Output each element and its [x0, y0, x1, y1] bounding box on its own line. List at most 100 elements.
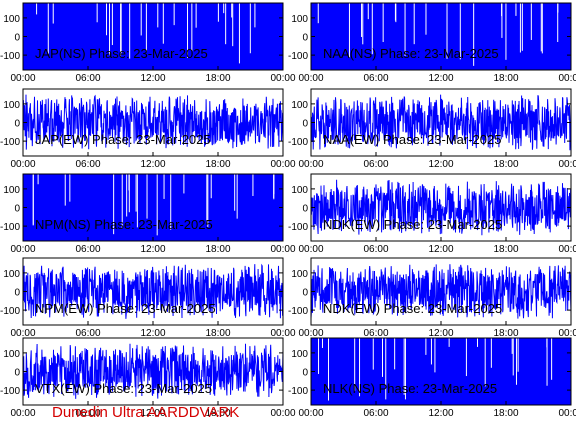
- x-tick-label: 06:00: [75, 328, 100, 339]
- x-tick-label: 00:00: [298, 73, 323, 84]
- panel-8: 100 0 -100 00:00 06:00 12:00 18:00 00:00 NDK(EW)…: [288, 257, 576, 339]
- panel-5: 100 0 -100 00:00 06:00 12:00 18:00 00:00 NPM(NS)…: [0, 173, 296, 255]
- x-tick-label: 18:00: [493, 159, 518, 170]
- x-tick-label: 00:00: [10, 244, 35, 255]
- x-tick-label: 06:00: [75, 244, 100, 255]
- y-tick-label: 100: [3, 349, 20, 360]
- x-tick-label: 00:00: [10, 73, 35, 84]
- x-tick-label: 06:00: [75, 159, 100, 170]
- x-tick-label: 18:00: [493, 408, 518, 419]
- x-tick-label: 00:00: [298, 159, 323, 170]
- panel-title: NAA(EW) Phase: 23-Mar-2025: [323, 132, 501, 147]
- x-tick-label: 18:00: [205, 73, 230, 84]
- x-tick-label: 06:00: [75, 408, 100, 419]
- trace-line: [310, 179, 572, 236]
- x-tick-label: 00:00: [558, 73, 576, 84]
- y-tick-label: -100: [288, 137, 308, 148]
- panel-2: 100 0 -100 00:00 06:00 12:00 18:00 00:00 NAA(NS)…: [288, 2, 576, 84]
- panel-9: 100 0 -100 00:00 06:00 12:00 18:00 00:00 VTX(EW)…: [0, 337, 296, 419]
- y-tick-label: 100: [291, 269, 308, 280]
- y-tick-label: 0: [302, 288, 308, 299]
- x-tick-label: 00:00: [558, 244, 576, 255]
- y-tick-label: 100: [3, 269, 20, 280]
- y-tick-label: -100: [288, 386, 308, 397]
- panel-6: 100 0 -100 00:00 06:00 12:00 18:00 00:00 NDK(EW)…: [288, 173, 576, 255]
- x-tick-label: 18:00: [205, 244, 230, 255]
- panel-title: NDK(EW) Phase: 23-Mar-2025: [323, 217, 502, 232]
- x-tick-label: 18:00: [493, 244, 518, 255]
- x-tick-label: 00:00: [10, 159, 35, 170]
- panel-title: NAA(NS) Phase: 23-Mar-2025: [323, 46, 499, 61]
- y-tick-label: -100: [0, 137, 20, 148]
- x-tick-label: 12:00: [140, 244, 165, 255]
- y-tick-label: 100: [3, 14, 20, 25]
- x-tick-label: 18:00: [205, 408, 230, 419]
- y-tick-label: -100: [288, 222, 308, 233]
- y-tick-label: -100: [288, 51, 308, 62]
- panel-4: 100 0 -100 00:00 06:00 12:00 18:00 00:00 NAA(EW)…: [288, 88, 576, 170]
- trace-line: [310, 94, 572, 151]
- y-tick-label: 0: [302, 33, 308, 44]
- x-tick-label: 12:00: [140, 408, 165, 419]
- x-tick-label: 12:00: [140, 73, 165, 84]
- x-tick-label: 06:00: [363, 328, 388, 339]
- y-tick-label: -100: [0, 222, 20, 233]
- panel-title: VTX(EW) Phase: 23-Mar-2025: [35, 381, 212, 396]
- x-tick-label: 12:00: [428, 73, 453, 84]
- panel-title: NDK(EW) Phase: 23-Mar-2025: [323, 301, 502, 316]
- panel-title: NPM(EW) Phase: 23-Mar-2025: [35, 301, 216, 316]
- footer-label: Dunedin Ultra AARDDVARK: [52, 404, 240, 421]
- x-tick-label: 12:00: [428, 408, 453, 419]
- x-tick-label: 06:00: [363, 244, 388, 255]
- y-tick-label: -100: [0, 306, 20, 317]
- y-tick-label: 100: [291, 100, 308, 111]
- panel-10: 100 0 -100 00:00 06:00 12:00 18:00 00:00 NLK(NS)…: [288, 337, 576, 419]
- x-tick-label: 06:00: [363, 408, 388, 419]
- panel-1: 100 0 -100 00:00 06:00 12:00 18:00 00:00 JAP(NS)…: [0, 2, 296, 84]
- trace-fill: [23, 174, 283, 241]
- y-tick-label: 100: [3, 185, 20, 196]
- y-tick-label: 0: [14, 119, 20, 130]
- x-tick-label: 12:00: [140, 159, 165, 170]
- x-tick-label: 06:00: [75, 73, 100, 84]
- trace-line: [310, 264, 572, 319]
- y-tick-label: 100: [291, 14, 308, 25]
- panel-7: 100 0 -100 00:00 06:00 12:00 18:00 00:00 NPM(EW)…: [0, 257, 296, 339]
- x-tick-label: 12:00: [428, 244, 453, 255]
- y-tick-label: 0: [302, 368, 308, 379]
- x-tick-label: 18:00: [493, 73, 518, 84]
- y-tick-label: -100: [0, 51, 20, 62]
- y-tick-label: 0: [302, 119, 308, 130]
- x-tick-label: 00:00: [558, 408, 576, 419]
- x-tick-label: 00:00: [558, 159, 576, 170]
- trace-line: [22, 263, 284, 319]
- x-tick-label: 00:00: [298, 244, 323, 255]
- y-tick-label: 100: [291, 185, 308, 196]
- x-tick-label: 12:00: [428, 159, 453, 170]
- y-tick-label: 0: [14, 33, 20, 44]
- x-tick-label: 00:00: [270, 73, 295, 84]
- y-tick-label: 100: [3, 100, 20, 111]
- y-tick-label: 100: [291, 349, 308, 360]
- y-tick-label: 0: [14, 368, 20, 379]
- panel-title: JAP(NS) Phase: 23-Mar-2025: [35, 46, 208, 61]
- x-tick-label: 00:00: [270, 159, 295, 170]
- x-tick-label: 06:00: [363, 73, 388, 84]
- trace-line: [22, 343, 284, 399]
- panel-title: NPM(NS) Phase: 23-Mar-2025: [35, 217, 213, 232]
- x-tick-label: 12:00: [428, 328, 453, 339]
- x-tick-label: 00:00: [298, 408, 323, 419]
- x-tick-label: 00:00: [270, 328, 295, 339]
- y-tick-label: -100: [288, 306, 308, 317]
- x-tick-label: 00:00: [270, 408, 295, 419]
- x-tick-label: 00:00: [270, 244, 295, 255]
- x-tick-label: 18:00: [493, 328, 518, 339]
- y-tick-label: -100: [0, 386, 20, 397]
- panel-3: 100 0 -100 00:00 06:00 12:00 18:00 00:00 JAP(EW)…: [0, 88, 296, 170]
- x-tick-label: 18:00: [205, 159, 230, 170]
- x-tick-label: 00:00: [558, 328, 576, 339]
- y-tick-label: 0: [14, 204, 20, 215]
- trace-line: [22, 94, 284, 150]
- panel-title: NLK(NS) Phase: 23-Mar-2025: [323, 381, 497, 396]
